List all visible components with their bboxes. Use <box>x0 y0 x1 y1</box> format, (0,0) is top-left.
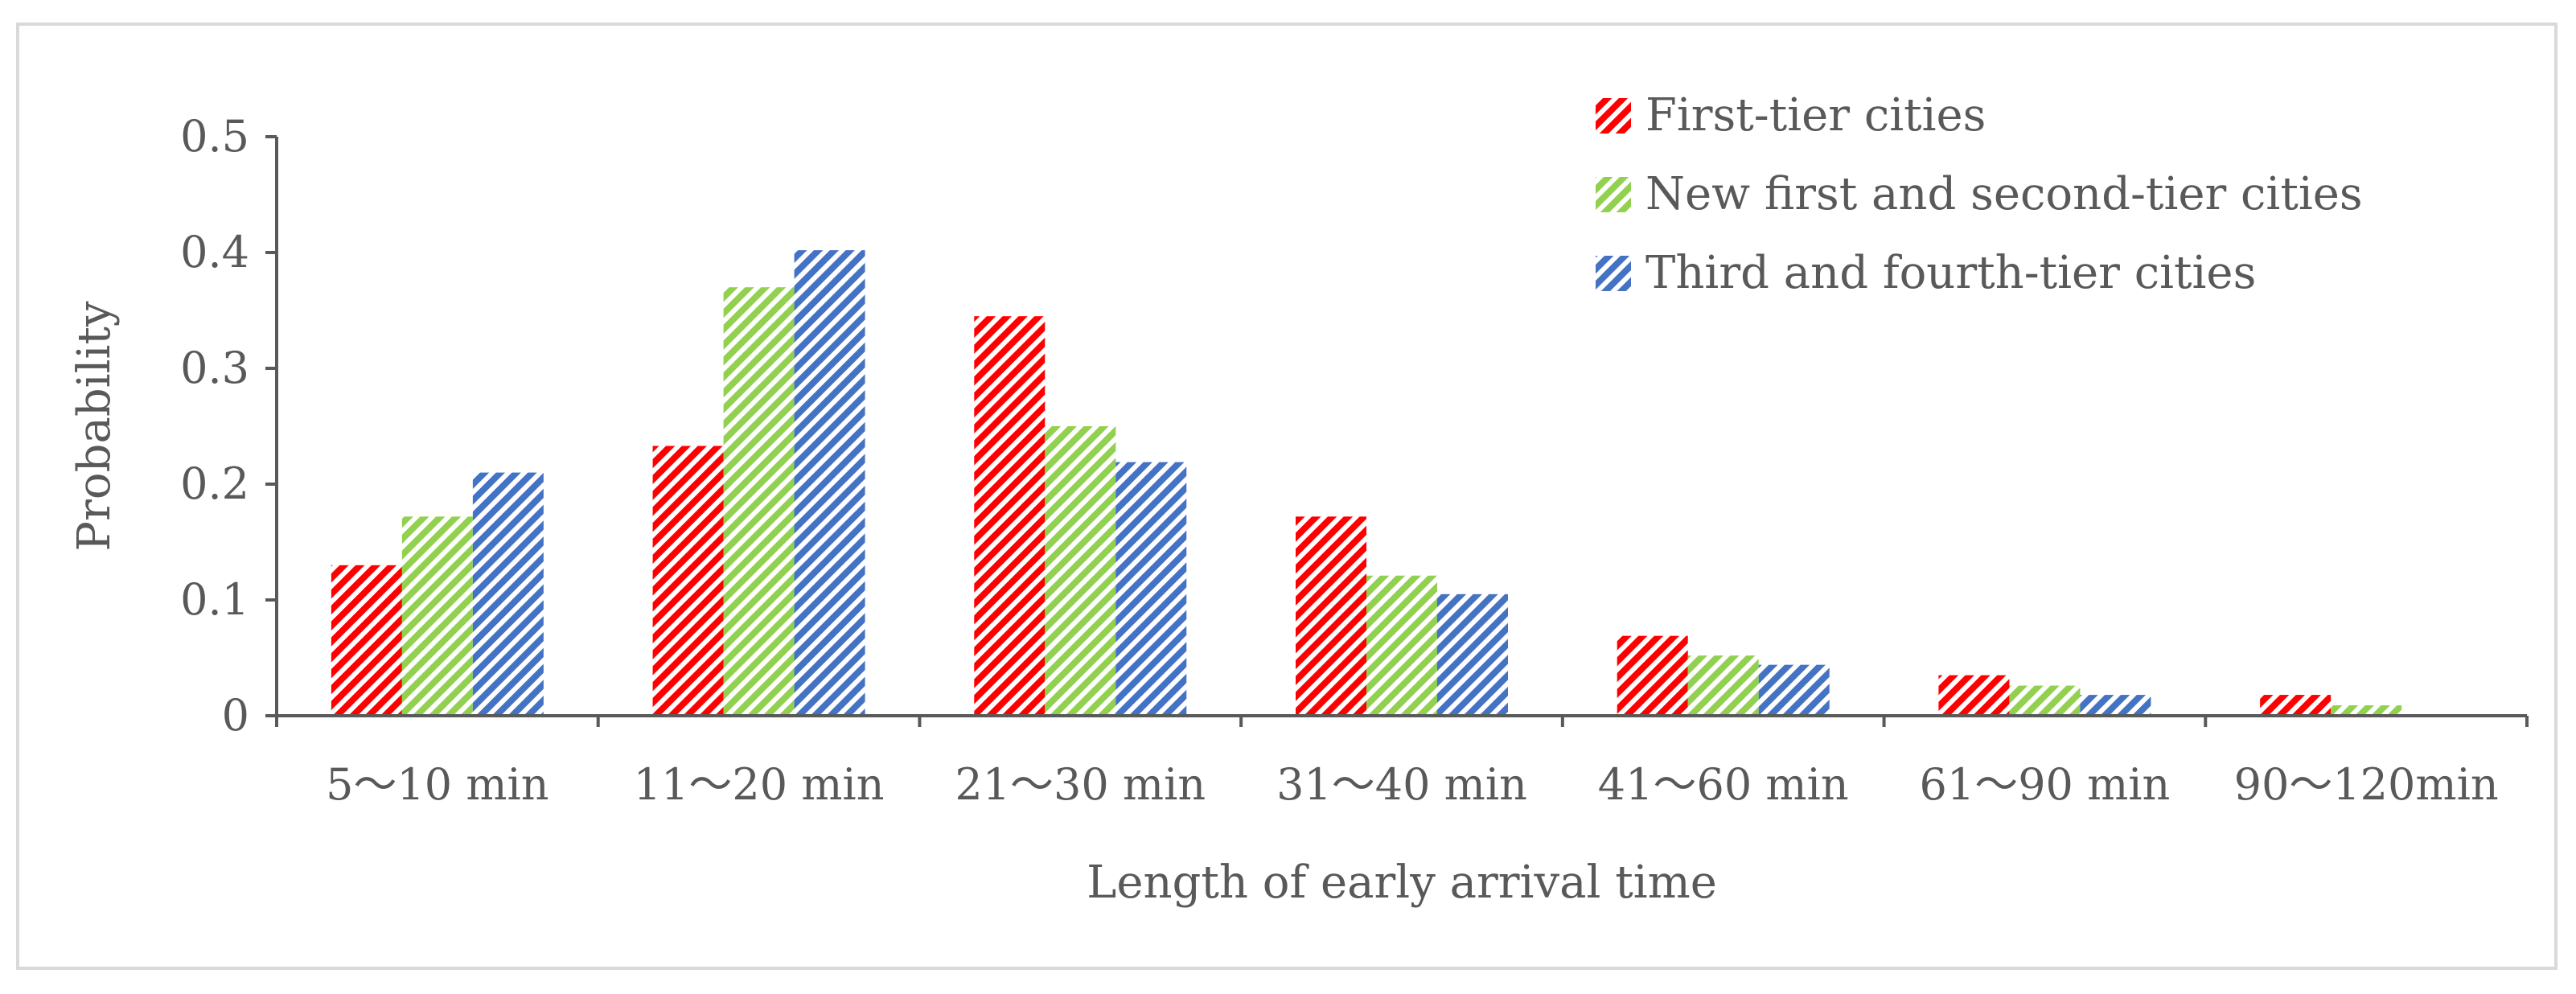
bar <box>974 316 1046 716</box>
bars-layer <box>331 250 2402 716</box>
legend-swatch <box>1596 98 1631 133</box>
ticks-layer: 0 0.1 0.2 0.3 0.4 0.5 5～10 min 11～20 min 21～30 m… <box>180 111 2529 810</box>
y-tick-label: 0.5 <box>180 111 249 162</box>
x-tick-label: 61～90 min <box>1919 759 2170 810</box>
legend: First-tier cities New first and second-ti… <box>1596 89 2363 299</box>
bar <box>472 472 544 716</box>
x-tick-label: 11～20 min <box>634 759 885 810</box>
bar <box>2260 695 2332 716</box>
legend-label: First-tier cities <box>1645 89 1986 142</box>
legend-label: New first and second-tier cities <box>1645 168 2363 220</box>
x-tick-label: 21～30 min <box>955 759 1206 810</box>
bar <box>1045 426 1116 716</box>
bar <box>2080 695 2151 716</box>
bar <box>1758 664 1830 716</box>
bar <box>401 516 473 716</box>
legend-swatch <box>1596 256 1631 291</box>
chart-frame: 0 0.1 0.2 0.3 0.4 0.5 5～10 min 11～20 min 21～30 m… <box>16 23 2558 970</box>
bar <box>652 446 724 716</box>
bar <box>1115 462 1187 716</box>
x-tick-label: 90～120min <box>2234 759 2499 810</box>
bar <box>331 565 402 716</box>
bar <box>2009 685 2081 716</box>
y-tick-label: 0.3 <box>180 343 249 393</box>
y-axis-title: Probability <box>68 301 121 551</box>
legend-label: Third and fourth-tier cities <box>1645 247 2256 299</box>
x-tick-label: 5～10 min <box>326 759 549 810</box>
x-tick-label: 41～60 min <box>1598 759 1849 810</box>
x-axis-title: Length of early arrival time <box>1087 856 1717 909</box>
x-tick-label: 31～40 min <box>1276 759 1527 810</box>
bar <box>1938 675 2010 716</box>
legend-swatch <box>1596 177 1631 212</box>
bar-chart: 0 0.1 0.2 0.3 0.4 0.5 5～10 min 11～20 min 21～30 m… <box>68 89 2529 909</box>
bar <box>1366 575 1437 716</box>
bar <box>794 250 865 716</box>
bar <box>1296 516 1366 716</box>
bar <box>1687 655 1759 716</box>
y-tick-label: 0 <box>222 690 249 741</box>
y-tick-label: 0.1 <box>180 574 249 625</box>
bar <box>1617 635 1688 716</box>
bar <box>1437 594 1508 716</box>
bar <box>2331 705 2402 716</box>
axes-layer <box>275 137 2527 717</box>
y-tick-label: 0.2 <box>180 458 249 509</box>
bar <box>723 287 795 716</box>
y-tick-label: 0.4 <box>180 227 249 277</box>
